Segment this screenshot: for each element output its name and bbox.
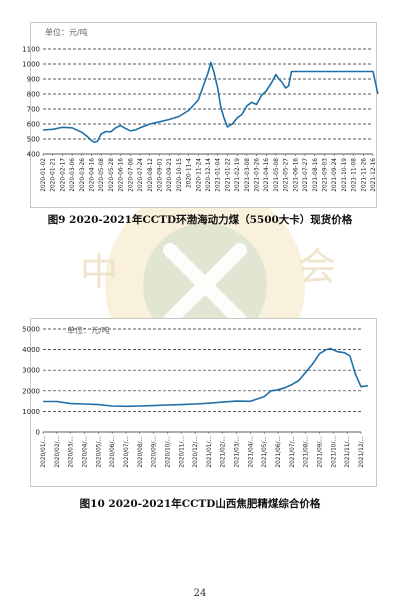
chart2-xtick-0: 2020/01/...	[41, 436, 47, 468]
chart2-xtick-17: 2021/06/...	[276, 436, 282, 468]
chart2-ytick-2000: 2000	[22, 387, 40, 395]
chart2-xtick-6: 2020/07/...	[124, 436, 130, 468]
chart2-xtick-12: 2021/01/...	[207, 436, 213, 468]
chart1-ytick-400: 400	[27, 151, 40, 159]
chart2-xtick-20: 2021/09/...	[318, 436, 324, 468]
chart1-series-line-0	[42, 61, 379, 144]
chart2-xtick-22: 2021/11/...	[345, 436, 351, 468]
chart2-xtick-14: 2021/03/...	[235, 436, 241, 468]
chart1-xtick-7: 2020-05-28	[109, 158, 115, 192]
chart1-xtick-27: 2021-07-27	[303, 158, 309, 192]
chart1-xtick-4: 2020-03-26	[80, 158, 86, 192]
chart1-xtick-32: 2021-11-08	[352, 158, 358, 192]
chart1-xtick-1: 2020-01-21	[51, 158, 57, 192]
chart1-plot: 单位：元/吨 400 500 600 700 800 900 1000 1100 2020-01-…	[22, 27, 379, 192]
chart2-plot: 单位：元/吨 0 1000 2000 3000 4000 5000 2020/01/... 20…	[22, 325, 369, 468]
chart2-xtick-4: 2020/05/...	[96, 436, 102, 468]
watermark-right-char: 会	[298, 245, 336, 289]
chart1-xtick-6: 2020-05-08	[99, 158, 105, 192]
chart1-xtick-12: 2020-09-01	[157, 158, 163, 192]
chart1-ytick-700: 700	[27, 106, 40, 114]
chart1-unit-label: 单位：元/吨	[45, 27, 88, 37]
chart1-xtick-3: 2020-03-06	[70, 158, 76, 192]
figure1-caption: 图9 2020-2021年CCTD环渤海动力煤（5500大卡）现货价格	[47, 214, 353, 226]
chart1-xtick-17: 2020-12-14	[206, 158, 212, 192]
chart1-xtick-14: 2020-10-15	[177, 158, 183, 192]
chart1-xtick-33: 2021-11-26	[361, 158, 367, 192]
chart2-xtick-2: 2020/03/...	[69, 436, 75, 468]
chart2-frame: 单位：元/吨 0 1000 2000 3000 4000 5000 2020/01/... 20…	[22, 318, 377, 487]
chart2-series-line-0	[43, 347, 369, 408]
chart2-xtick-15: 2021/04/...	[248, 436, 254, 468]
chart1-xtick-23: 2021-04-16	[264, 158, 270, 192]
watermark-left-char: 中	[80, 250, 118, 294]
chart1-xtick-21: 2021-03-08	[245, 158, 251, 192]
chart1-ytick-800: 800	[27, 91, 40, 99]
chart2-ytick-3000: 3000	[22, 367, 40, 375]
chart2-xtick-1: 2020/02/...	[55, 436, 61, 468]
chart1-ytick-1100: 1100	[22, 46, 40, 54]
chart1-xtick-20: 2021-02-19	[235, 158, 241, 192]
chart2-xtick-5: 2020/06/...	[110, 436, 116, 468]
chart1-xtick-18: 2021-01-04	[216, 158, 222, 192]
chart1-ytick-600: 600	[27, 121, 40, 129]
chart2-xtick-13: 2021/02/...	[221, 436, 227, 468]
chart2-ytick-0: 0	[36, 429, 40, 437]
chart1-xtick-29: 2021-09-03	[322, 158, 328, 192]
chart2-xtick-8: 2020/09/...	[152, 436, 158, 468]
chart1-xtick-16: 2020-11-24	[196, 158, 202, 192]
figure2-caption: 图10 2020-2021年CCTD山西焦肥精煤综合价格	[79, 498, 321, 510]
chart1-ytick-1000: 1000	[22, 61, 40, 69]
chart1-xtick-30: 2021-09-24	[332, 158, 338, 192]
chart2-unit-label: 单位：元/吨	[67, 325, 110, 335]
chart1-xtick-26: 2021-06-16	[293, 158, 299, 192]
chart2-xtick-9: 2020/10/...	[165, 436, 171, 468]
chart2-ytick-1000: 1000	[22, 408, 40, 416]
chart2-xtick-11: 2020/12/...	[193, 436, 199, 468]
chart1-xtick-5: 2020-04-16	[90, 158, 96, 192]
chart1-xtick-31: 2021-10-19	[342, 158, 348, 192]
chart1-ytick-900: 900	[27, 76, 40, 84]
chart2-xtick-16: 2021/05/...	[262, 436, 268, 468]
chart1-xtick-8: 2020-06-16	[119, 158, 125, 192]
chart1-xtick-10: 2020-07-24	[138, 158, 144, 192]
chart1-xtick-15: 2020-11-4	[187, 158, 193, 188]
chart2-xtick-10: 2020/11/...	[179, 436, 185, 468]
chart2-xtick-21: 2021/10/...	[331, 436, 337, 468]
chart2-xtick-23: 2021/12/...	[359, 436, 365, 468]
chart1-xtick-13: 2020-09-21	[167, 158, 173, 192]
chart1-xtick-19: 2021-01-22	[225, 158, 231, 192]
chart1-xtick-34: 2021-12-16	[371, 158, 377, 192]
chart1-frame: 单位：元/吨 400 500 600 700 800 900 1000 1100 2020-01-…	[22, 22, 379, 208]
chart1-xtick-11: 2020-08-12	[148, 158, 154, 192]
chart2-ytick-5000: 5000	[22, 326, 40, 334]
chart1-xtick-25: 2021-05-27	[284, 158, 290, 192]
chart2-xtick-3: 2020/04/...	[82, 436, 88, 468]
chart2-xtick-7: 2020/08/...	[138, 436, 144, 468]
chart1-xtick-22: 2021-03-26	[255, 158, 261, 192]
chart1-xtick-24: 2021-05-08	[274, 158, 280, 192]
chart1-xtick-0: 2020-01-02	[41, 158, 47, 192]
chart2-xtick-19: 2021/08/...	[304, 436, 310, 468]
chart1-ytick-500: 500	[27, 136, 40, 144]
chart1-xtick-28: 2021-08-16	[313, 158, 319, 192]
page-number: 24	[193, 588, 207, 599]
chart1-xtick-9: 2020-07-06	[128, 158, 134, 192]
chart1-xtick-2: 2020-02-17	[60, 158, 66, 192]
chart2-ytick-4000: 4000	[22, 346, 40, 354]
chart2-xtick-18: 2021/07/...	[290, 436, 296, 468]
